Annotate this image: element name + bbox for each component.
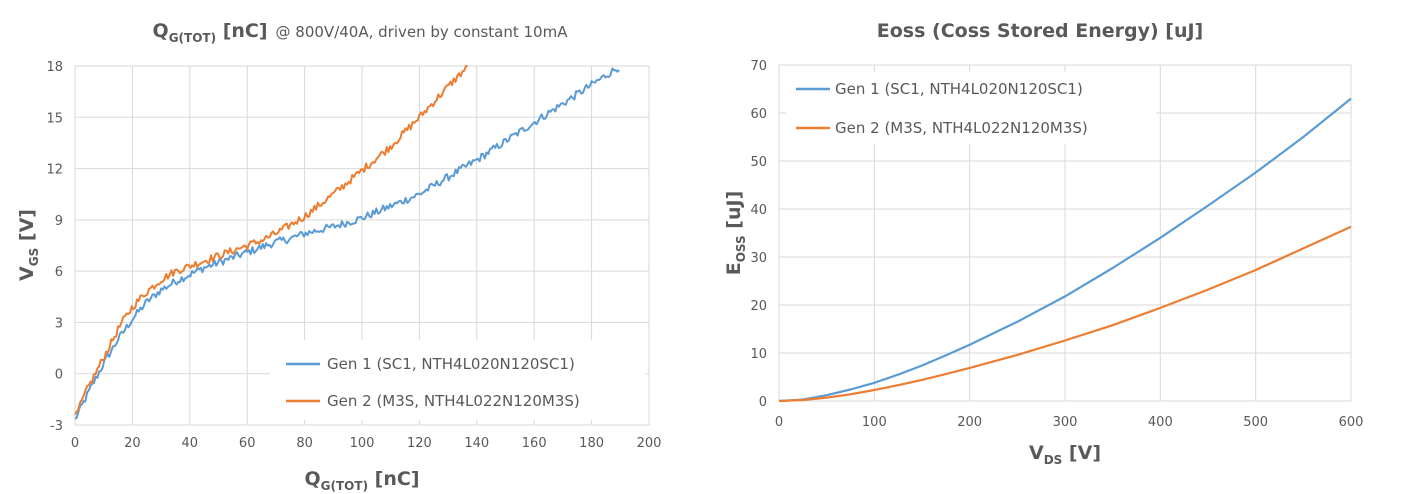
chart1-x-tick-label: 0 xyxy=(71,436,79,451)
chart1-x-axis-label: QG(TOT) [nC] xyxy=(305,468,420,493)
chart2-x-tick-label: 200 xyxy=(957,415,982,430)
chart2-series-gen2-line xyxy=(778,225,1352,403)
chart2-x-tick-label: 500 xyxy=(1243,415,1268,430)
chart2-series xyxy=(778,97,1352,403)
chart2-title: Eoss (Coss Stored Energy) [uJ] xyxy=(877,20,1203,42)
chart1-y-tick-label: 18 xyxy=(46,60,63,75)
chart1-x-tick-label: 160 xyxy=(522,436,547,451)
chart1-plot-area xyxy=(74,65,650,426)
chart1-x-tick-label: 40 xyxy=(182,436,199,451)
chart1-y-tick-label: 15 xyxy=(46,111,63,126)
chart1-series-gen1-line xyxy=(74,67,620,420)
chart1-x-tick-label: 100 xyxy=(350,436,375,451)
chart2-y-tick-label: 40 xyxy=(750,203,767,218)
chart1-x-tick-label: 140 xyxy=(464,436,489,451)
chart2-legend-box xyxy=(786,72,1156,144)
chart-gate-charge: QG(TOT) [nC] @ 800V/40A, driven by consta… xyxy=(16,20,661,493)
chart1-x-tick-label: 180 xyxy=(579,436,604,451)
chart2-y-tick-label: 30 xyxy=(750,251,767,266)
chart1-series-gen2-line xyxy=(74,65,468,416)
chart1-legend-gen1-label: Gen 1 (SC1, NTH4L020N120SC1) xyxy=(327,355,575,373)
chart1-y-tick-label: -3 xyxy=(50,419,63,434)
chart1-x-tick-label: 120 xyxy=(407,436,432,451)
chart1-x-tick-label: 60 xyxy=(239,436,256,451)
chart1-legend-box xyxy=(270,340,645,420)
chart2-x-tick-label: 300 xyxy=(1053,415,1078,430)
chart2-x-tick-label: 600 xyxy=(1339,415,1364,430)
chart2-legend: Gen 1 (SC1, NTH4L020N120SC1) Gen 2 (M3S,… xyxy=(786,72,1156,144)
chart2-y-tick-label: 60 xyxy=(750,107,767,122)
chart2-y-tick-label: 10 xyxy=(750,347,767,362)
chart1-y-tick-label: 3 xyxy=(55,316,63,331)
chart2-y-tick-label: 20 xyxy=(750,299,767,314)
chart2-legend-gen1-label: Gen 1 (SC1, NTH4L020N120SC1) xyxy=(835,80,1083,98)
chart2-x-axis-label: VDS [V] xyxy=(1029,442,1101,467)
chart1-x-ticks: 0 20 40 60 80 100 120 140 160 180 200 xyxy=(71,436,662,451)
chart1-y-tick-label: 9 xyxy=(55,214,63,229)
chart2-x-tick-label: 100 xyxy=(862,415,887,430)
chart1-series xyxy=(74,65,620,420)
chart-eoss: Eoss (Coss Stored Energy) [uJ] 0 100 200 30… xyxy=(723,20,1363,467)
chart2-legend-gen2-label: Gen 2 (M3S, NTH4L022N120M3S) xyxy=(835,119,1088,137)
chart1-y-tick-label: 12 xyxy=(46,163,63,178)
chart1-x-tick-label: 80 xyxy=(296,436,313,451)
chart2-plot-area xyxy=(778,64,1352,402)
chart2-y-axis-label: EOSS [uJ] xyxy=(723,191,748,276)
chart2-y-tick-label: 0 xyxy=(759,395,767,410)
chart1-x-tick-label: 20 xyxy=(124,436,141,451)
chart2-x-tick-label: 0 xyxy=(775,415,783,430)
chart1-y-ticks: -3 0 3 6 9 12 15 18 xyxy=(46,60,63,434)
chart1-legend: Gen 1 (SC1, NTH4L020N120SC1) Gen 2 (M3S,… xyxy=(270,340,645,420)
chart1-x-tick-label: 200 xyxy=(637,436,662,451)
chart2-y-tick-label: 70 xyxy=(750,59,767,74)
chart1-y-tick-label: 6 xyxy=(55,265,63,280)
chart2-series-gen1-line xyxy=(778,97,1352,403)
chart1-y-axis-label: VGS [V] xyxy=(16,209,41,281)
chart2-x-ticks: 0 100 200 300 400 500 600 xyxy=(775,415,1364,430)
chart2-y-tick-label: 50 xyxy=(750,155,767,170)
chart2-x-tick-label: 400 xyxy=(1148,415,1173,430)
chart2-y-ticks: 0 10 20 30 40 50 60 70 xyxy=(750,59,767,410)
chart1-y-tick-label: 0 xyxy=(55,368,63,383)
chart1-legend-gen2-label: Gen 2 (M3S, NTH4L022N120M3S) xyxy=(327,392,580,410)
chart1-title: QG(TOT) [nC] @ 800V/40A, driven by consta… xyxy=(153,20,569,45)
